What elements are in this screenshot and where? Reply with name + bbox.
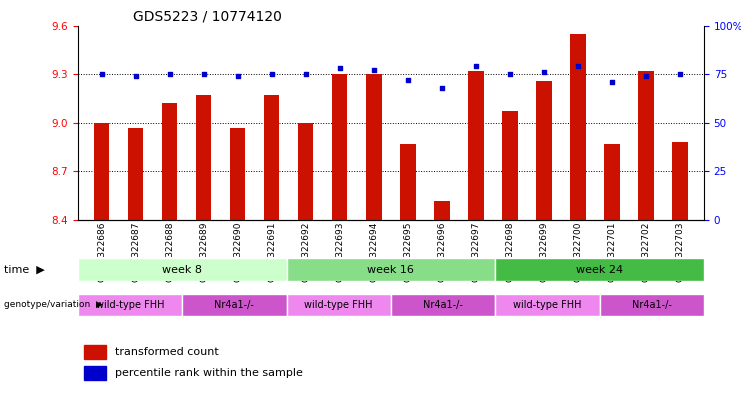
Point bbox=[402, 77, 413, 83]
Bar bbox=[502, 112, 518, 220]
Bar bbox=[639, 71, 654, 220]
Point bbox=[606, 79, 618, 85]
Point bbox=[470, 63, 482, 70]
Text: Nr4a1-/-: Nr4a1-/- bbox=[632, 300, 671, 310]
Text: wild-type FHH: wild-type FHH bbox=[514, 300, 582, 310]
Point bbox=[674, 71, 686, 77]
Point bbox=[266, 71, 278, 77]
Bar bbox=[264, 95, 279, 220]
Text: wild-type FHH: wild-type FHH bbox=[305, 300, 373, 310]
Bar bbox=[298, 123, 313, 220]
Point bbox=[572, 63, 584, 70]
Point bbox=[130, 73, 142, 79]
Bar bbox=[536, 81, 551, 220]
Bar bbox=[162, 103, 177, 220]
Point bbox=[640, 73, 652, 79]
Text: week 16: week 16 bbox=[368, 264, 414, 275]
Point bbox=[436, 84, 448, 91]
Bar bbox=[84, 366, 106, 380]
Bar bbox=[468, 71, 484, 220]
Text: GDS5223 / 10774120: GDS5223 / 10774120 bbox=[133, 10, 282, 24]
Text: Nr4a1-/-: Nr4a1-/- bbox=[214, 300, 254, 310]
Point bbox=[504, 71, 516, 77]
Bar bbox=[84, 345, 106, 359]
Bar bbox=[94, 123, 109, 220]
Bar bbox=[78, 294, 182, 316]
Text: Nr4a1-/-: Nr4a1-/- bbox=[423, 300, 463, 310]
Text: wild-type FHH: wild-type FHH bbox=[96, 300, 165, 310]
Text: week 8: week 8 bbox=[162, 264, 202, 275]
Point bbox=[538, 69, 550, 75]
Bar bbox=[366, 74, 382, 220]
Point bbox=[334, 65, 346, 72]
Text: genotype/variation  ▶: genotype/variation ▶ bbox=[4, 301, 102, 309]
Point bbox=[96, 71, 107, 77]
Bar bbox=[332, 74, 348, 220]
Text: percentile rank within the sample: percentile rank within the sample bbox=[116, 368, 303, 378]
Bar bbox=[495, 258, 704, 281]
Bar bbox=[673, 142, 688, 220]
Bar bbox=[196, 95, 211, 220]
Bar bbox=[605, 144, 619, 220]
Bar bbox=[571, 34, 585, 220]
Point bbox=[164, 71, 176, 77]
Point bbox=[232, 73, 244, 79]
Point bbox=[198, 71, 210, 77]
Bar bbox=[230, 128, 245, 220]
Text: time  ▶: time ▶ bbox=[4, 265, 44, 275]
Bar bbox=[495, 294, 599, 316]
Bar bbox=[400, 144, 416, 220]
Point bbox=[300, 71, 312, 77]
Bar bbox=[287, 258, 495, 281]
Text: week 24: week 24 bbox=[576, 264, 623, 275]
Bar bbox=[391, 294, 495, 316]
Bar bbox=[434, 201, 450, 220]
Bar bbox=[128, 128, 143, 220]
Bar bbox=[182, 294, 287, 316]
Point bbox=[368, 67, 380, 73]
Bar bbox=[78, 258, 287, 281]
Text: transformed count: transformed count bbox=[116, 347, 219, 357]
Bar bbox=[599, 294, 704, 316]
Bar bbox=[287, 294, 391, 316]
